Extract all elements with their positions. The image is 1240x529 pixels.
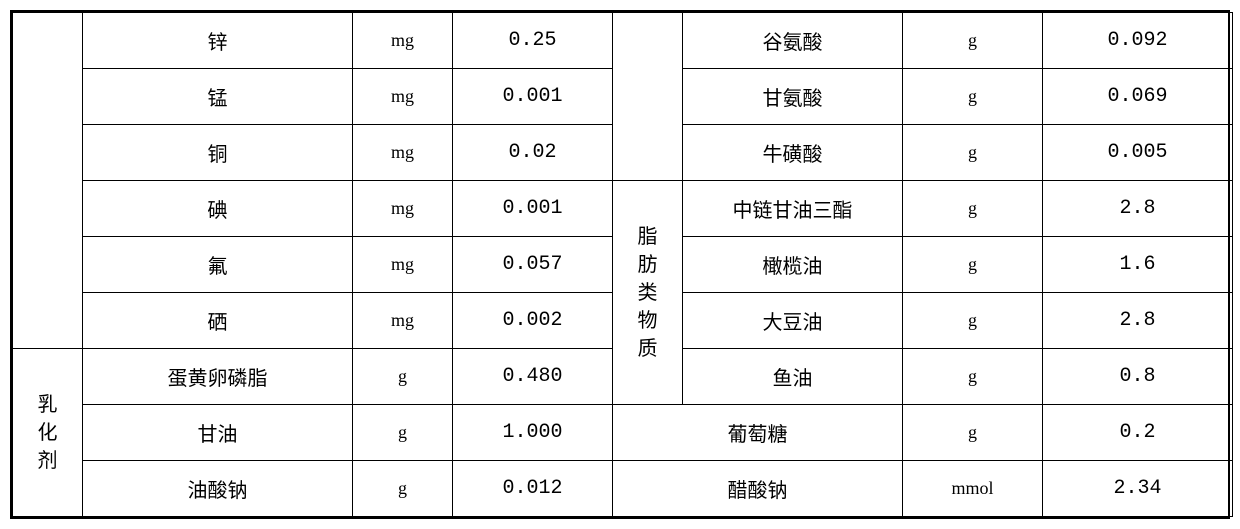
ingredient-name: 蛋黄卵磷脂 [83,349,353,405]
ingredient-name: 橄榄油 [683,237,903,293]
category-label: 脂 肪 类 物 质 [613,223,682,363]
value-cell: 0.069 [1043,69,1233,125]
unit-cell: g [353,461,453,517]
value-cell: 0.005 [1043,125,1233,181]
ingredient-name: 铜 [83,125,353,181]
ingredient-name: 大豆油 [683,293,903,349]
unit-cell: mg [353,293,453,349]
unit-cell: g [903,181,1043,237]
ingredient-name: 油酸钠 [83,461,353,517]
value-cell: 0.057 [453,237,613,293]
cat-char: 肪 [613,251,682,279]
category-cell-left-top [13,13,83,349]
ingredient-name: 甘油 [83,405,353,461]
value-cell: 0.25 [453,13,613,69]
table-row: 锌 mg 0.25 谷氨酸 g 0.092 [13,13,1233,69]
unit-cell: mg [353,125,453,181]
value-cell: 0.012 [453,461,613,517]
unit-cell: g [903,293,1043,349]
ingredient-name: 中链甘油三酯 [683,181,903,237]
value-cell: 1.000 [453,405,613,461]
unit-cell: g [353,349,453,405]
value-cell: 0.002 [453,293,613,349]
ingredient-name: 牛磺酸 [683,125,903,181]
unit-cell: g [903,13,1043,69]
unit-cell: mg [353,69,453,125]
data-table: 锌 mg 0.25 谷氨酸 g 0.092 锰 mg 0.001 甘氨酸 g 0… [12,12,1233,517]
unit-cell: mg [353,237,453,293]
cat-char: 类 [613,279,682,307]
cat-char: 化 [13,419,82,447]
cat-char: 脂 [613,223,682,251]
unit-cell: g [903,405,1043,461]
value-cell: 2.34 [1043,461,1233,517]
unit-cell: mg [353,181,453,237]
ingredient-name: 谷氨酸 [683,13,903,69]
ingredient-name: 氟 [83,237,353,293]
value-cell: 0.001 [453,181,613,237]
value-cell: 0.001 [453,69,613,125]
ingredient-name: 锰 [83,69,353,125]
value-cell: 0.480 [453,349,613,405]
value-cell: 0.8 [1043,349,1233,405]
value-cell: 0.02 [453,125,613,181]
category-cell-right-top [613,13,683,181]
unit-cell: mmol [903,461,1043,517]
ingredient-name: 鱼油 [683,349,903,405]
value-cell: 2.8 [1043,181,1233,237]
value-cell: 1.6 [1043,237,1233,293]
unit-cell: g [903,69,1043,125]
cat-char: 物 [613,307,682,335]
ingredient-name: 硒 [83,293,353,349]
cat-char: 剂 [13,447,82,475]
unit-cell: g [353,405,453,461]
ingredient-name: 葡萄糖 [613,405,903,461]
category-cell-right-mid: 脂 肪 类 物 质 [613,181,683,405]
unit-cell: mg [353,13,453,69]
ingredient-name: 锌 [83,13,353,69]
composition-table: 锌 mg 0.25 谷氨酸 g 0.092 锰 mg 0.001 甘氨酸 g 0… [10,10,1230,519]
cat-char: 质 [613,335,682,363]
unit-cell: g [903,237,1043,293]
table-row: 碘 mg 0.001 脂 肪 类 物 质 中链甘油三酯 g 2.8 [13,181,1233,237]
unit-cell: g [903,349,1043,405]
unit-cell: g [903,125,1043,181]
ingredient-name: 碘 [83,181,353,237]
category-cell-left-bottom: 乳 化 剂 [13,349,83,517]
value-cell: 0.2 [1043,405,1233,461]
cat-char: 乳 [13,391,82,419]
table-row: 油酸钠 g 0.012 醋酸钠 mmol 2.34 [13,461,1233,517]
value-cell: 2.8 [1043,293,1233,349]
table-row: 甘油 g 1.000 葡萄糖 g 0.2 [13,405,1233,461]
value-cell: 0.092 [1043,13,1233,69]
category-label: 乳 化 剂 [13,391,82,475]
ingredient-name: 甘氨酸 [683,69,903,125]
ingredient-name: 醋酸钠 [613,461,903,517]
